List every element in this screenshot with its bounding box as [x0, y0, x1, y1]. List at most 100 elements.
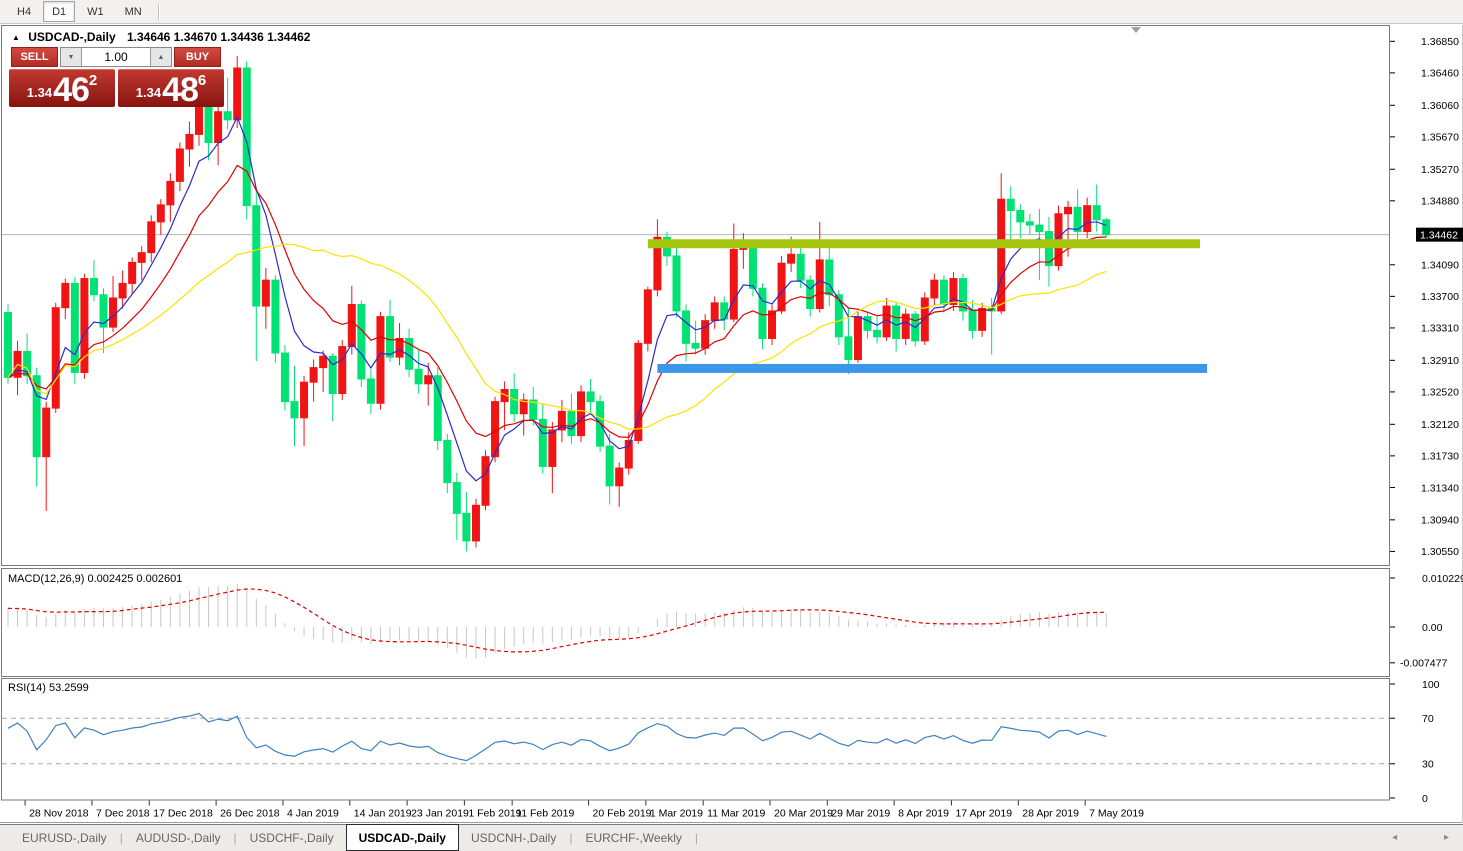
tab-separator: |	[694, 831, 699, 845]
svg-text:0.010229: 0.010229	[1422, 573, 1463, 585]
svg-text:1.36460: 1.36460	[1421, 68, 1459, 80]
svg-text:1.34462: 1.34462	[1420, 229, 1458, 241]
timeframe-button-mn[interactable]: MN	[124, 5, 142, 18]
svg-text:1.36060: 1.36060	[1421, 100, 1459, 112]
timeframe-button-w1[interactable]: W1	[87, 5, 104, 18]
svg-text:1 Mar 2019: 1 Mar 2019	[650, 808, 703, 820]
toolbar-separator	[157, 3, 160, 20]
rsi-indicator-label: RSI(14) 53.2599	[8, 682, 89, 694]
buy-button[interactable]: BUY	[174, 47, 221, 67]
chart-plot-area[interactable]	[1, 25, 1390, 566]
svg-text:11 Mar 2019: 11 Mar 2019	[707, 808, 765, 820]
rsi-plot-area[interactable]	[1, 678, 1390, 801]
rsi-line	[7, 712, 1107, 762]
volume-stepper: ▼ 1.00 ▲	[60, 47, 172, 67]
rsi-levels	[2, 717, 1389, 765]
support-level-line[interactable]	[657, 363, 1207, 373]
svg-text:1.31730: 1.31730	[1421, 451, 1459, 463]
chart-tab-audusd[interactable]: AUDUSD-,Daily	[135, 831, 221, 845]
buy-price-pip: 6	[197, 72, 207, 89]
ma-mid-line	[7, 164, 1107, 439]
svg-text:1.34880: 1.34880	[1421, 196, 1459, 208]
volume-input[interactable]: 1.00	[104, 50, 128, 64]
volume-decrease-icon[interactable]: ▼	[61, 48, 82, 66]
svg-text:29 Mar 2019: 29 Mar 2019	[831, 808, 890, 820]
chart-title: ▲ USDCAD-,Daily 1.34646 1.34670 1.34436 …	[12, 30, 310, 44]
svg-text:11 Feb 2019: 11 Feb 2019	[516, 808, 574, 820]
resistance-level-line[interactable]	[647, 239, 1200, 249]
ma-slow-line	[7, 243, 1107, 431]
tab-separator: |	[119, 831, 123, 845]
svg-text:1.36850: 1.36850	[1421, 36, 1459, 48]
svg-text:26 Dec 2018: 26 Dec 2018	[220, 808, 280, 820]
svg-text:30: 30	[1422, 759, 1434, 771]
svg-text:1.33310: 1.33310	[1421, 323, 1459, 335]
chart-tab-eurusd[interactable]: EURUSD-,Daily	[22, 831, 107, 845]
svg-text:1.31340: 1.31340	[1421, 482, 1459, 494]
svg-text:70: 70	[1422, 713, 1434, 725]
volume-increase-icon[interactable]: ▲	[150, 48, 171, 66]
date-axis-area[interactable]	[0, 801, 1463, 823]
svg-text:1.30940: 1.30940	[1421, 515, 1459, 527]
svg-text:1.32520: 1.32520	[1421, 387, 1459, 399]
macd-signal-line	[7, 588, 1107, 653]
sell-button[interactable]: SELL	[11, 47, 58, 67]
svg-text:1.34090: 1.34090	[1421, 260, 1459, 272]
svg-text:1.32910: 1.32910	[1421, 355, 1459, 367]
collapse-panel-icon[interactable]: ▲	[12, 33, 20, 42]
chart-tab-usdchf[interactable]: USDCHF-,Daily	[249, 831, 334, 845]
current-price-tag	[1416, 227, 1463, 242]
timeframe-toolbar: H4 D1 W1 MN	[0, 0, 1463, 24]
svg-text:0: 0	[1422, 793, 1428, 805]
svg-text:1.30550: 1.30550	[1421, 546, 1459, 558]
tab-scroll-right-icon[interactable]: ▸	[1443, 832, 1449, 843]
svg-text:7 May 2019: 7 May 2019	[1089, 808, 1144, 820]
sell-price-big: 46	[53, 71, 90, 109]
price-axis: 1.36850 1.36460 1.36060 1.35670 1.35270 1.348…	[1390, 36, 1463, 558]
chart-ohlc-values: 1.34646 1.34670 1.34436 1.34462	[126, 30, 311, 44]
tab-scroll-arrows: ◂ ▸	[1348, 832, 1449, 843]
buy-price-prefix: 1.34	[135, 85, 162, 100]
buy-price-big: 48	[162, 71, 199, 109]
rsi-axis: 100 70 30 0	[1390, 679, 1440, 805]
svg-text:7 Dec 2018: 7 Dec 2018	[96, 808, 150, 820]
tab-separator: |	[569, 831, 573, 845]
chart-tab-usdcad[interactable]: USDCAD-,Daily	[345, 824, 459, 851]
chart-shift-marker-icon[interactable]	[1131, 27, 1141, 33]
tab-scroll-left-icon[interactable]: ◂	[1392, 832, 1398, 843]
macd-name: MACD(12,26,9)	[8, 573, 85, 585]
timeframe-button-d1[interactable]: D1	[43, 1, 76, 22]
trade-prices-row: 1.34 46 2 1.34 48 6	[9, 69, 225, 107]
timeframe-button-h4[interactable]: H4	[17, 5, 32, 18]
svg-text:28 Nov 2018: 28 Nov 2018	[29, 808, 89, 820]
svg-text:20 Mar 2019: 20 Mar 2019	[774, 808, 833, 820]
svg-text:4 Jan 2019: 4 Jan 2019	[287, 808, 339, 820]
rsi-value: 53.2599	[48, 682, 89, 694]
svg-text:14 Jan 2019: 14 Jan 2019	[354, 808, 412, 820]
chart-tabs-bar: EURUSD-,Daily | AUDUSD-,Daily | USDCHF-,Dail…	[0, 824, 1463, 851]
one-click-trading-panel: SELL ▼ 1.00 ▲ BUY 1.34 46 2 1.34 48 6	[9, 47, 225, 107]
macd-indicator-label: MACD(12,26,9) 0.002425 0.002601	[8, 573, 182, 585]
sell-price-button[interactable]: 1.34 46 2	[9, 69, 115, 107]
svg-text:1.32120: 1.32120	[1421, 419, 1459, 431]
ma-fast-line	[7, 115, 1107, 482]
svg-text:23 Jan 2019: 23 Jan 2019	[411, 808, 469, 820]
svg-text:28 Apr 2019: 28 Apr 2019	[1022, 808, 1079, 820]
buy-price-button[interactable]: 1.34 48 6	[118, 69, 224, 107]
tab-separator: |	[233, 831, 237, 845]
svg-text:8 Apr 2019: 8 Apr 2019	[898, 808, 949, 820]
chart-tab-usdcnh[interactable]: USDCNH-,Daily	[470, 831, 557, 845]
sell-price-prefix: 1.34	[26, 85, 53, 100]
sell-price-pip: 2	[88, 72, 98, 89]
chart-tab-eurchf[interactable]: EURCHF-,Weekly	[585, 831, 682, 845]
rsi-name: RSI(14)	[8, 682, 46, 694]
svg-text:17 Apr 2019: 17 Apr 2019	[955, 808, 1012, 820]
candles-series	[4, 55, 1111, 552]
macd-axis: 0.010229 0.00 -0.007477	[1390, 573, 1463, 670]
date-axis-ticks: 28 Nov 2018 7 Dec 2018 17 Dec 2018 26 Dec 2…	[24, 800, 1144, 820]
svg-text:100: 100	[1422, 679, 1440, 691]
svg-text:1.35670: 1.35670	[1421, 132, 1459, 144]
svg-text:0.00: 0.00	[1422, 622, 1443, 634]
